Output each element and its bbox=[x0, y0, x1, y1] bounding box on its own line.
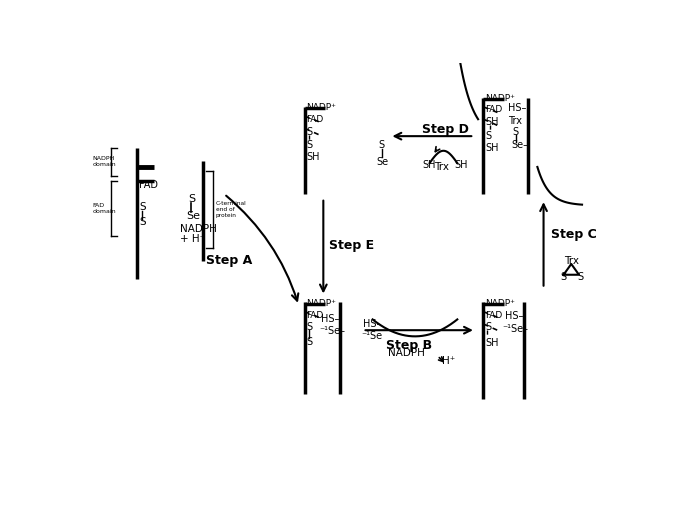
Text: Trx: Trx bbox=[564, 256, 579, 266]
Text: NADPH: NADPH bbox=[180, 224, 217, 234]
Text: HS–: HS– bbox=[321, 313, 340, 323]
Text: Se: Se bbox=[186, 211, 200, 221]
Text: HS–: HS– bbox=[508, 103, 526, 113]
Text: S: S bbox=[139, 202, 146, 212]
Text: S: S bbox=[578, 272, 584, 282]
Text: C-terminal
end of
protein: C-terminal end of protein bbox=[216, 201, 246, 217]
Text: FAD: FAD bbox=[307, 114, 323, 124]
Text: FAD: FAD bbox=[485, 106, 503, 114]
Text: + H⁺: + H⁺ bbox=[180, 234, 205, 244]
Text: Step E: Step E bbox=[330, 239, 374, 252]
Text: SH: SH bbox=[454, 160, 468, 170]
Text: S: S bbox=[307, 322, 312, 332]
Text: S: S bbox=[561, 272, 566, 282]
Text: S: S bbox=[139, 217, 146, 227]
Text: Step A: Step A bbox=[206, 255, 253, 267]
Text: S: S bbox=[379, 140, 385, 150]
Text: SH: SH bbox=[485, 143, 498, 153]
Text: NADP⁺: NADP⁺ bbox=[307, 103, 336, 112]
Text: SH: SH bbox=[307, 152, 320, 162]
Text: ⁻¹Se–: ⁻¹Se– bbox=[319, 326, 346, 336]
Text: HS–: HS– bbox=[505, 311, 524, 321]
Text: S: S bbox=[485, 322, 491, 332]
Text: Step D: Step D bbox=[421, 123, 468, 136]
Text: NADP⁺: NADP⁺ bbox=[485, 299, 515, 308]
Text: S: S bbox=[485, 131, 491, 141]
Text: FAD
domain: FAD domain bbox=[92, 203, 116, 214]
Text: FAD: FAD bbox=[485, 311, 503, 320]
Text: NADP⁺: NADP⁺ bbox=[307, 299, 336, 308]
Text: S: S bbox=[188, 194, 195, 204]
Text: SH: SH bbox=[485, 338, 498, 348]
Text: S: S bbox=[307, 127, 312, 136]
Text: FAD: FAD bbox=[139, 181, 158, 191]
Text: S: S bbox=[307, 140, 312, 150]
Text: Trx: Trx bbox=[508, 116, 522, 126]
Text: NADPH
domain: NADPH domain bbox=[92, 156, 116, 167]
Text: HS–: HS– bbox=[363, 319, 382, 329]
Text: SH: SH bbox=[485, 117, 498, 127]
Text: Step B: Step B bbox=[386, 339, 432, 352]
Text: NADP⁺: NADP⁺ bbox=[485, 94, 515, 103]
Text: SH: SH bbox=[422, 160, 435, 170]
Text: ⁻¹Se–: ⁻¹Se– bbox=[503, 323, 528, 334]
Text: ⁻¹Se: ⁻¹Se bbox=[362, 331, 383, 341]
Text: S: S bbox=[307, 337, 312, 347]
Text: S: S bbox=[512, 127, 519, 136]
Text: NADPH: NADPH bbox=[388, 348, 425, 358]
Text: Se: Se bbox=[377, 156, 389, 166]
Text: H⁺: H⁺ bbox=[442, 356, 455, 366]
Text: Step C: Step C bbox=[552, 228, 597, 241]
Text: Se–: Se– bbox=[511, 140, 528, 150]
Text: Trx: Trx bbox=[435, 162, 449, 172]
Text: FAD: FAD bbox=[307, 311, 323, 320]
